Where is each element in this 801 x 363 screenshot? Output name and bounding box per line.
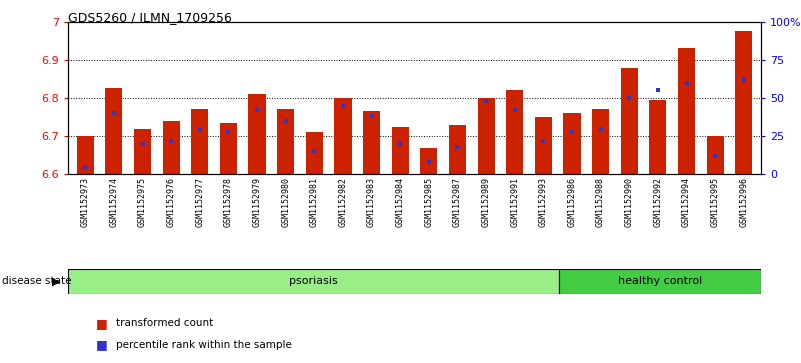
- Bar: [163, 121, 179, 174]
- Text: percentile rank within the sample: percentile rank within the sample: [116, 340, 292, 350]
- Bar: [449, 125, 466, 174]
- Bar: [559, 269, 761, 294]
- Bar: [248, 94, 266, 174]
- Bar: [134, 129, 151, 174]
- Text: transformed count: transformed count: [116, 318, 213, 328]
- Bar: [706, 136, 724, 174]
- Bar: [621, 68, 638, 174]
- Bar: [191, 110, 208, 174]
- Text: disease state: disease state: [2, 276, 71, 286]
- Bar: [421, 148, 437, 174]
- Bar: [277, 110, 294, 174]
- Bar: [535, 117, 552, 174]
- Text: GDS5260 / ILMN_1709256: GDS5260 / ILMN_1709256: [68, 11, 232, 24]
- Text: ■: ■: [96, 317, 108, 330]
- Bar: [68, 269, 559, 294]
- Bar: [563, 113, 581, 174]
- Bar: [506, 90, 523, 174]
- Text: healthy control: healthy control: [618, 276, 702, 286]
- Bar: [306, 132, 323, 174]
- Bar: [735, 31, 752, 174]
- Bar: [678, 49, 695, 174]
- Bar: [105, 89, 123, 174]
- Bar: [592, 110, 610, 174]
- Text: psoriasis: psoriasis: [289, 276, 338, 286]
- Bar: [477, 98, 495, 174]
- Text: ▶: ▶: [51, 276, 60, 286]
- Bar: [363, 111, 380, 174]
- Text: ■: ■: [96, 338, 108, 351]
- Bar: [392, 127, 409, 174]
- Bar: [334, 98, 352, 174]
- Bar: [77, 136, 94, 174]
- Bar: [650, 100, 666, 174]
- Bar: [219, 123, 237, 174]
